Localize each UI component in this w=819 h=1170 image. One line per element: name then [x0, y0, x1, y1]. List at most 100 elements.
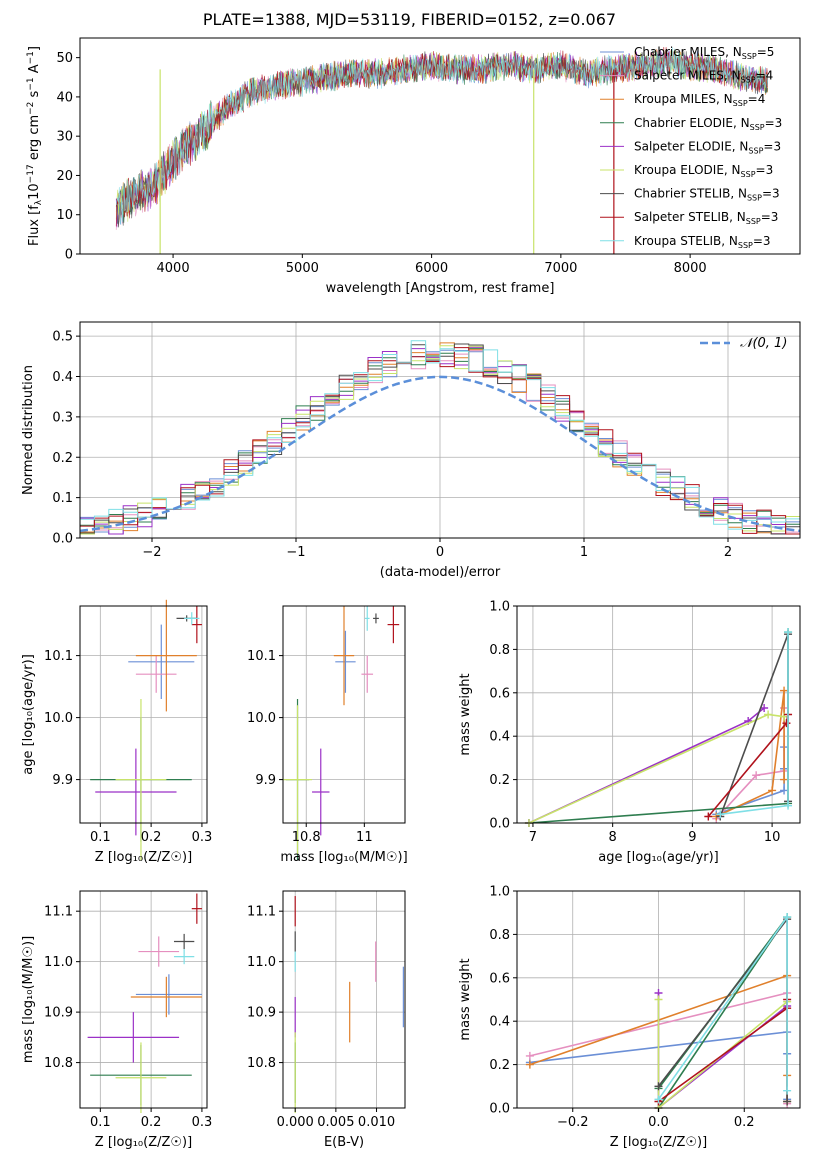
massweight-marker	[780, 686, 789, 695]
x-tick-label: 1	[580, 545, 588, 560]
y-tick-label: 0.0	[489, 817, 510, 832]
x-tick-label: 0.010	[358, 1115, 395, 1130]
x-tick-label: 8000	[674, 261, 707, 276]
y-tick-label: 11.0	[44, 955, 73, 970]
y-tick-label: 0.0	[52, 532, 73, 547]
y-tick-label: 9.9	[52, 773, 73, 788]
y-tick-label: 0.2	[52, 451, 73, 466]
massweight-line	[657, 914, 788, 1100]
legend-label: Kroupa MILES, NSSP=4	[634, 92, 765, 108]
x-tick-label: 0.2	[141, 1115, 162, 1130]
y-tick-label: 0.6	[489, 971, 510, 986]
y-tick-label: 10	[56, 208, 73, 223]
massweight-line	[528, 632, 789, 824]
x-tick-label: 0.3	[192, 1115, 213, 1130]
x-tick-label: 5000	[286, 261, 319, 276]
x-tick-label: 7	[529, 830, 537, 845]
y-tick-label: 11.1	[44, 905, 73, 920]
y-tick-label: 10.1	[44, 649, 73, 664]
massweight-marker	[780, 775, 789, 784]
x-tick-label: 4000	[157, 261, 190, 276]
y-tick-label: 1.0	[489, 600, 510, 615]
axes-frame	[79, 890, 208, 1109]
legend-label: Salpeter ELODIE, NSSP=3	[634, 139, 781, 155]
y-tick-label: 0.4	[489, 730, 510, 745]
x-tick-label: 0.2	[141, 830, 162, 845]
y-axis-label: mass weight	[458, 673, 473, 755]
y-tick-label: 40	[56, 90, 73, 105]
x-tick-label: 2	[724, 545, 732, 560]
x-tick-label: 10.8	[292, 830, 321, 845]
x-axis-label: mass [log₁₀(M/M☉)]	[280, 850, 407, 865]
massweight-marker	[525, 1060, 534, 1069]
massweight-marker	[760, 703, 769, 712]
figure-title: PLATE=1388, MJD=53119, FIBERID=0152, z=0…	[202, 10, 617, 29]
y-axis-label: Normed distribution	[21, 365, 36, 495]
y-tick-label: 0.4	[489, 1015, 510, 1030]
legend-label: Chabrier ELODIE, NSSP=3	[634, 116, 782, 132]
y-tick-label: 0.4	[52, 370, 73, 385]
x-tick-label: 10	[764, 830, 781, 845]
x-axis-label: (data-model)/error	[380, 565, 501, 580]
x-tick-label: 0.1	[90, 1115, 111, 1130]
legend-label: Chabrier MILES, NSSP=5	[634, 45, 774, 61]
legend-label: Salpeter MILES, NSSP=4	[634, 69, 773, 85]
y-tick-label: 0.5	[52, 330, 73, 345]
x-tick-label: 6000	[415, 261, 448, 276]
x-tick-label: 0.2	[734, 1115, 755, 1130]
x-axis-label: Z [log₁₀(Z/Z☉)]	[610, 1135, 707, 1150]
y-axis-label: mass [log₁₀(M/M☉)]	[21, 936, 36, 1063]
massweight-marker	[525, 1051, 534, 1060]
y-tick-label: 11.1	[247, 905, 276, 920]
massweight-marker	[704, 812, 713, 821]
y-tick-label: 10.8	[44, 1056, 73, 1071]
spectrum-lines	[115, 46, 768, 254]
y-tick-label: 0.1	[52, 491, 73, 506]
massweight-marker	[782, 719, 791, 728]
y-tick-label: 0.2	[489, 773, 510, 788]
axes-frame	[282, 605, 406, 824]
massweight-marker	[752, 771, 761, 780]
x-tick-label: 0.1	[90, 830, 111, 845]
x-tick-label: 9	[688, 830, 696, 845]
y-tick-label: 20	[56, 169, 73, 184]
y-tick-label: 0	[65, 248, 73, 263]
histogram-series	[80, 340, 800, 530]
y-tick-label: 10.0	[247, 711, 276, 726]
y-tick-label: 1.0	[489, 885, 510, 900]
y-tick-label: 50	[56, 51, 73, 66]
spectrum-line	[115, 47, 768, 225]
x-tick-label: 7000	[544, 261, 577, 276]
y-tick-label: 10.9	[247, 1006, 276, 1021]
legend-label: Kroupa ELODIE, NSSP=3	[634, 163, 773, 179]
massweight-marker	[768, 786, 777, 795]
x-tick-label: 0.3	[192, 830, 213, 845]
massweight-line	[657, 999, 788, 1110]
axes-frame	[79, 37, 801, 255]
y-axis-label: Flux [fλ10−17 erg cm−2 s−1 A−1]	[26, 46, 44, 246]
x-tick-label: 0.005	[317, 1115, 354, 1130]
x-tick-label: 0	[436, 545, 444, 560]
x-tick-label: −1	[286, 545, 305, 560]
y-tick-label: 0.8	[489, 928, 510, 943]
axes-frame	[516, 605, 801, 824]
massweight-marker	[654, 1095, 663, 1104]
legend-label: Salpeter STELIB, NSSP=3	[634, 210, 778, 226]
y-tick-label: 9.9	[255, 773, 276, 788]
massweight-marker	[654, 1082, 663, 1091]
x-tick-label: 0.000	[277, 1115, 314, 1130]
x-tick-label: −0.2	[557, 1115, 589, 1130]
legend-label: Kroupa STELIB, NSSP=3	[634, 234, 771, 250]
x-tick-label: −2	[142, 545, 161, 560]
y-tick-label: 10.1	[247, 649, 276, 664]
y-tick-label: 0.2	[489, 1058, 510, 1073]
massweight-line	[657, 993, 788, 1110]
x-tick-label: 0.0	[648, 1115, 669, 1130]
y-tick-label: 0.8	[489, 643, 510, 658]
y-axis-label: age [log₁₀(age/yr)]	[21, 654, 36, 775]
x-axis-label: wavelength [Angstrom, rest frame]	[326, 281, 555, 296]
massweight-marker	[780, 786, 789, 795]
massweight-marker	[716, 810, 725, 819]
massweight-marker	[783, 1086, 792, 1095]
